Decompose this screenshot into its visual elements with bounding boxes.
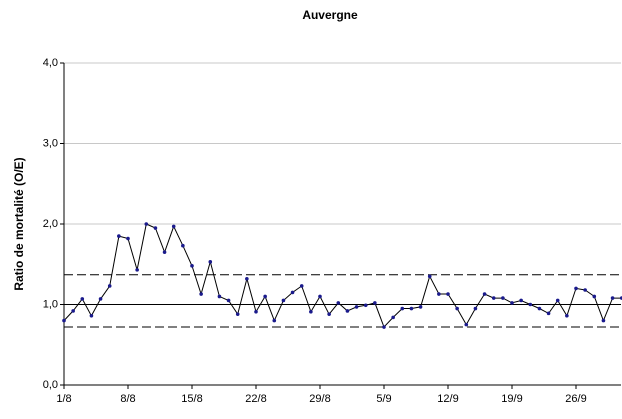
- x-tick-label: 22/8: [245, 393, 266, 405]
- data-point: [427, 274, 432, 279]
- y-tick-label: 3,0: [43, 137, 58, 149]
- data-point: [107, 284, 112, 288]
- x-tick-label: 19/9: [501, 393, 522, 405]
- data-point: [592, 294, 597, 299]
- data-point: [153, 226, 158, 230]
- data-point: [126, 236, 130, 241]
- x-tick-label: 26/9: [565, 393, 586, 405]
- data-point: [190, 264, 194, 268]
- y-tick-label: 1,0: [43, 298, 58, 310]
- x-tick-label: 29/8: [309, 393, 330, 405]
- data-point: [619, 296, 622, 300]
- data-point: [181, 243, 185, 248]
- data-point: [528, 302, 533, 307]
- data-point: [482, 292, 487, 296]
- data-point: [537, 306, 542, 311]
- data-point: [217, 294, 222, 299]
- y-tick-label: 2,0: [43, 218, 58, 230]
- data-point: [400, 306, 405, 311]
- chart-title: Auvergne: [302, 8, 358, 22]
- data-point: [391, 315, 395, 320]
- data-point: [409, 306, 414, 311]
- data-point: [336, 301, 341, 305]
- data-point: [464, 322, 469, 327]
- data-point: [281, 298, 286, 303]
- data-point: [418, 305, 423, 309]
- data-point: [354, 305, 359, 309]
- x-tick-label: 15/8: [181, 393, 202, 405]
- y-tick-label: 4,0: [43, 57, 58, 69]
- data-point: [382, 325, 386, 329]
- data-point: [574, 286, 578, 291]
- data-line: [63, 223, 622, 328]
- data-point: [144, 222, 149, 226]
- data-point: [254, 309, 258, 314]
- data-point: [583, 288, 587, 292]
- data-point: [80, 297, 85, 301]
- data-point: [117, 234, 121, 238]
- data-point: [235, 312, 240, 316]
- data-point: [245, 276, 249, 281]
- data-point: [263, 294, 267, 299]
- data-point: [135, 268, 139, 272]
- x-tick-label: 1/8: [56, 393, 71, 405]
- data-point: [208, 260, 213, 264]
- data-point: [345, 309, 350, 313]
- data-point: [162, 250, 167, 254]
- data-point: [501, 296, 505, 300]
- data-point: [373, 301, 377, 305]
- data-point: [437, 292, 441, 296]
- y-axis-label: Ratio de mortalité (O/E): [12, 157, 26, 290]
- data-point: [601, 318, 606, 323]
- data-point: [290, 290, 295, 295]
- data-point: [565, 313, 569, 318]
- data-point: [299, 284, 304, 288]
- x-tick-label: 8/8: [120, 393, 135, 405]
- data-point: [363, 303, 368, 308]
- x-tick-label: 12/9: [437, 393, 458, 405]
- data-point: [89, 313, 94, 318]
- data-point: [309, 309, 313, 314]
- data-point: [610, 296, 615, 300]
- data-point: [226, 298, 231, 303]
- data-point: [446, 292, 450, 296]
- data-point: [171, 224, 176, 229]
- data-point: [71, 309, 75, 313]
- data-point: [62, 318, 66, 323]
- x-tick-label: 5/9: [376, 393, 391, 405]
- data-point: [327, 312, 331, 316]
- data-point: [491, 296, 496, 300]
- y-tick-label: 0,0: [43, 379, 58, 391]
- data-point: [98, 297, 103, 301]
- data-point: [555, 298, 560, 303]
- data-point: [318, 294, 322, 299]
- data-point: [519, 298, 523, 303]
- data-point: [199, 292, 203, 296]
- data-point: [546, 311, 551, 316]
- data-point: [272, 318, 277, 323]
- data-point: [455, 306, 459, 311]
- data-point: [473, 306, 478, 311]
- data-point: [510, 301, 514, 305]
